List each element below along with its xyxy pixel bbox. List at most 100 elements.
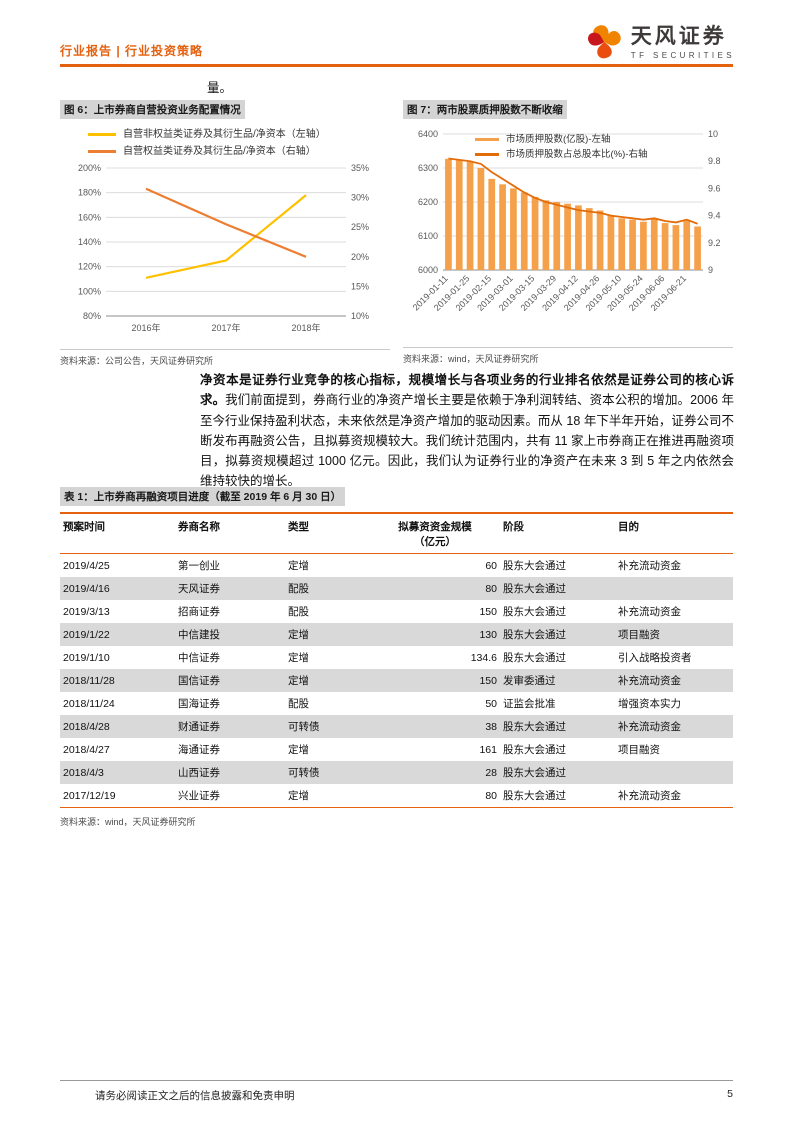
table-cell: 60 [485, 559, 497, 572]
figures-row: 图 6：上市券商自营投资业务配置情况 自营非权益类证券及其衍生品/净资本（左轴）… [60, 100, 733, 367]
table-row: 2019/1/10 中信证券 定增 134.6 股东大会通过 引入战略投资者 [60, 646, 733, 669]
table-cell: 补充流动资金 [618, 675, 681, 687]
svg-text:2017年: 2017年 [211, 322, 240, 333]
report-category: 行业报告 | 行业投资策略 [60, 44, 204, 58]
table-cell: 2017/12/19 [63, 789, 116, 802]
amount-header-unit: （亿元） [414, 536, 456, 548]
svg-text:9.4: 9.4 [708, 211, 721, 221]
table-cell: 2019/1/22 [63, 628, 110, 641]
table-cell: 引入战略投资者 [618, 652, 692, 664]
legend-swatch-icon [475, 153, 499, 156]
svg-text:25%: 25% [351, 222, 369, 232]
table-header: 预案时间 券商名称 类型 拟募资资金规模 （亿元） 阶段 目的 [60, 513, 733, 554]
table-cell: 招商证券 [178, 606, 220, 618]
figure7-title: 图 7：两市股票质押股数不断收缩 [403, 100, 567, 119]
table-cell: 38 [485, 720, 497, 733]
svg-text:15%: 15% [351, 281, 369, 291]
paragraph-rest: 我们前面提到，券商行业的净资产增长主要是依赖于净利润转结、资本公积的增加。200… [200, 393, 734, 489]
table-cell: 可转债 [288, 767, 320, 779]
svg-text:6100: 6100 [418, 231, 438, 241]
table-row: 2019/3/13 招商证券 配股 150 股东大会通过 补充流动资金 [60, 600, 733, 623]
table1-source: 资料来源：wind，天风证券研究所 [60, 817, 196, 827]
table-cell: 配股 [288, 698, 309, 710]
table-cell: 161 [479, 743, 497, 756]
table-cell: 定增 [288, 675, 309, 687]
table-cell: 中信建投 [178, 629, 220, 641]
amount-header-line1: 拟募资资金规模 [398, 521, 472, 533]
legend-swatch-icon [88, 133, 116, 136]
svg-text:100%: 100% [78, 286, 101, 296]
column-header-date: 预案时间 [63, 521, 105, 533]
table-cell [615, 761, 733, 784]
svg-text:30%: 30% [351, 193, 369, 203]
table-cell: 150 [479, 605, 497, 618]
header-divider [60, 64, 733, 67]
table-row: 2018/11/28 国信证券 定增 150 发审委通过 补充流动资金 [60, 669, 733, 692]
page-number: 5 [727, 1088, 733, 1100]
table-cell: 股东大会通过 [503, 790, 566, 802]
table-cell: 定增 [288, 560, 309, 572]
table-cell: 2019/4/16 [63, 582, 110, 595]
table-cell: 项目融资 [618, 629, 660, 641]
svg-text:6400: 6400 [418, 129, 438, 139]
legend-label: 市场质押股数占总股本比(%)-右轴 [506, 149, 648, 160]
body-paragraph: 净资本是证券行业竞争的核心指标，规模增长与各项业务的行业排名依然是证券公司的核心… [200, 370, 734, 492]
table-cell: 28 [485, 766, 497, 779]
table-cell: 134.6 [470, 651, 497, 664]
table-cell: 股东大会通过 [503, 606, 566, 618]
legend-item: 市场质押股数占总股本比(%)-右轴 [475, 147, 647, 162]
table-cell: 股东大会通过 [503, 721, 566, 733]
table-cell: 国海证券 [178, 698, 220, 710]
figure6-source: 资料来源：公司公告，天风证券研究所 [60, 349, 390, 367]
svg-text:120%: 120% [78, 262, 101, 272]
table-cell: 2018/4/3 [63, 766, 104, 779]
figure6-chart-area: 80% 100% 120% 140% 160% 180% 200% 10% 15% 20% 25% 3… [60, 162, 390, 343]
table-cell: 补充流动资金 [618, 721, 681, 733]
table-cell: 股东大会通过 [503, 560, 566, 572]
figure7-bar-chart: 6000610062006300640099.29.49.69.8102019-… [411, 129, 721, 313]
table-row: 2019/1/22 中信建投 定增 130 股东大会通过 项目融资 [60, 623, 733, 646]
tf-logo-flower-icon [587, 25, 621, 59]
svg-text:2016年: 2016年 [131, 322, 160, 333]
table-cell: 定增 [288, 629, 309, 641]
table-cell: 股东大会通过 [503, 652, 566, 664]
svg-text:6300: 6300 [418, 163, 438, 173]
brand-name-cn: 天风证券 [630, 24, 727, 48]
table-1-block: 表 1：上市券商再融资项目进度（截至 2019 年 6 月 30 日） 预案时间… [60, 487, 733, 828]
svg-text:9.6: 9.6 [708, 183, 721, 193]
table-cell: 定增 [288, 744, 309, 756]
svg-text:180%: 180% [78, 188, 101, 198]
table-row: 2018/4/27 海通证券 定增 161 股东大会通过 项目融资 [60, 738, 733, 761]
figure7-legend: 市场质押股数(亿股)-左轴 市场质押股数占总股本比(%)-右轴 [475, 132, 647, 162]
table-cell: 2018/11/24 [63, 697, 115, 710]
table1-title: 表 1：上市券商再融资项目进度（截至 2019 年 6 月 30 日） [60, 487, 346, 506]
svg-text:9: 9 [708, 265, 713, 275]
svg-text:140%: 140% [78, 237, 101, 247]
table-cell: 2018/4/27 [63, 743, 110, 756]
table-cell: 中信证券 [178, 652, 220, 664]
table-cell: 山西证券 [178, 767, 220, 779]
table-cell: 兴业证券 [178, 790, 220, 802]
table-cell: 第一创业 [178, 560, 220, 572]
table-cell: 海通证券 [178, 744, 220, 756]
paragraph-tail: 量。 [207, 81, 233, 95]
table-cell: 80 [485, 789, 497, 802]
table-cell: 股东大会通过 [503, 767, 566, 779]
table-cell: 配股 [288, 606, 309, 618]
svg-text:35%: 35% [351, 163, 369, 173]
table-cell: 配股 [288, 583, 309, 595]
table-cell: 130 [479, 628, 497, 641]
svg-text:6000: 6000 [418, 265, 438, 275]
figure6-line-chart: 80% 100% 120% 140% 160% 180% 200% 10% 15% 20% 25% 3… [78, 163, 369, 333]
svg-text:10%: 10% [351, 311, 369, 321]
brand-name-en: TF SECURITIES [630, 50, 735, 60]
table-cell: 天风证券 [178, 583, 220, 595]
table-cell: 股东大会通过 [503, 583, 566, 595]
table-row: 2018/11/24 国海证券 配股 50 证监会批准 增强资本实力 [60, 692, 733, 715]
table-cell: 定增 [288, 652, 309, 664]
legend-swatch-icon [88, 150, 116, 153]
refinancing-progress-table: 预案时间 券商名称 类型 拟募资资金规模 （亿元） 阶段 目的 2019/4/2… [60, 512, 733, 808]
table-cell: 定增 [288, 790, 309, 802]
svg-text:200%: 200% [78, 163, 101, 173]
